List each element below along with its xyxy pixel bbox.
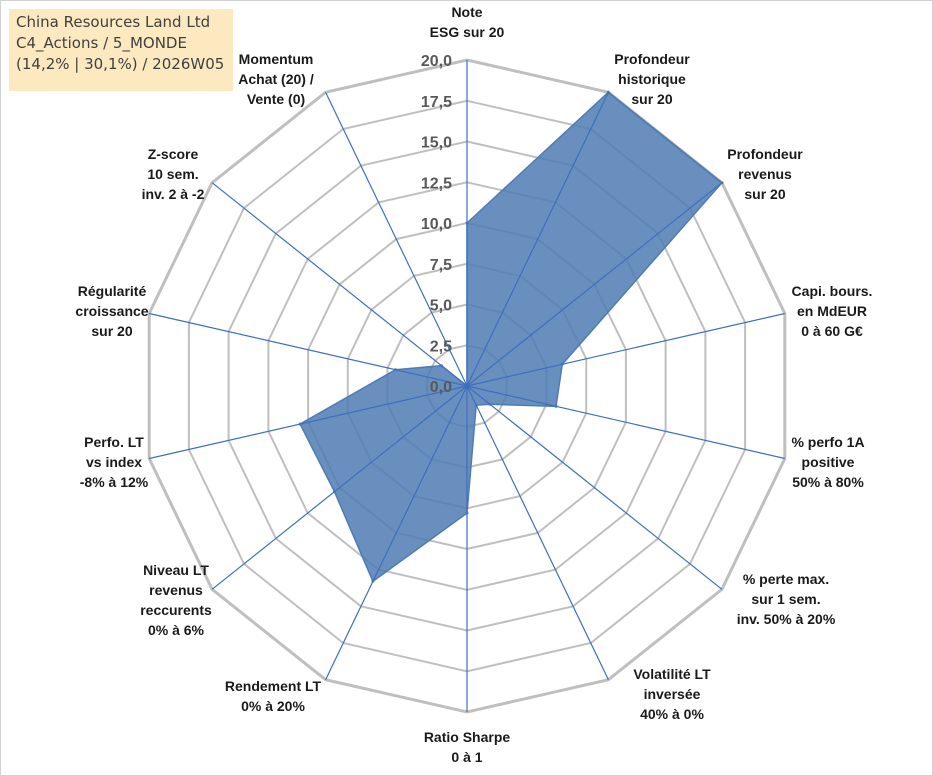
portfolio-path: C4_Actions / 5_MONDE	[16, 34, 187, 52]
tick-label: 17,5	[421, 94, 452, 111]
tick-label: 0,0	[430, 379, 452, 396]
tick-label: 15,0	[421, 135, 452, 152]
category-label: croissance	[75, 303, 148, 319]
chart-title-box: China Resources Land Ltd C4_Actions / 5_…	[9, 9, 233, 91]
tick-label: 5,0	[430, 298, 452, 315]
tick-label-layer: 0,0 2,5 5,0 7,5 10,0 12,5 15,0 17,5 20,0	[421, 53, 452, 396]
category-label: Perfo. LT	[84, 434, 144, 450]
category-label: 10 sem.	[147, 166, 198, 182]
axis-spoke	[466, 92, 609, 387]
category-label: en MdEUR	[797, 303, 867, 319]
category-label: inv. 2 à -2	[142, 186, 205, 202]
category-label: Capi. bours.	[792, 283, 873, 299]
category-label: Volatilité LT	[633, 666, 711, 682]
tick-label: 2,5	[430, 338, 452, 355]
category-label: sur 20	[744, 186, 785, 202]
category-label: Profondeur	[614, 51, 690, 67]
category-label: Profondeur	[727, 146, 803, 162]
category-label: 0 à 60 G€	[801, 323, 863, 339]
category-label: 0% à 6%	[148, 622, 205, 638]
performance-week: (14,2% | 30,1%) / 2026W05	[16, 55, 225, 73]
category-label: Régularité	[78, 283, 147, 299]
category-label: sur 1 sem.	[751, 591, 820, 607]
tick-label: 10,0	[421, 216, 452, 233]
tick-label: 20,0	[421, 53, 452, 70]
category-label: vs index	[86, 454, 142, 470]
axis-spoke	[466, 385, 785, 460]
category-label: revenus	[149, 582, 203, 598]
axis-spoke	[466, 385, 609, 680]
category-label: sur 20	[631, 91, 672, 107]
category-label-layer: Note ESG sur 20 Profondeur historique sur 20…	[75, 4, 872, 765]
tick-label: 7,5	[430, 257, 452, 274]
axis-spoke	[149, 385, 468, 460]
category-label: -8% à 12%	[80, 474, 149, 490]
category-label: Momentum	[239, 51, 314, 67]
category-label: Niveau LT	[143, 562, 209, 578]
category-label: % perte max.	[743, 571, 829, 587]
category-label: 40% à 0%	[640, 706, 704, 722]
category-label: Achat (20) /	[238, 71, 314, 87]
category-label: Z-score	[148, 146, 199, 162]
axis-spoke	[325, 385, 468, 680]
axis-spoke	[211, 182, 468, 387]
axis-spoke	[325, 92, 468, 387]
category-label: inversée	[644, 686, 701, 702]
axis-spoke	[466, 312, 785, 387]
category-label: 0 à 1	[451, 749, 482, 765]
category-label: Note	[451, 4, 482, 20]
category-label: ESG sur 20	[430, 24, 505, 40]
axis-spoke	[466, 385, 723, 590]
spoke-layer	[149, 60, 785, 712]
company-name: China Resources Land Ltd	[16, 13, 211, 31]
category-label: revenus	[738, 166, 792, 182]
category-label: Ratio Sharpe	[424, 729, 511, 745]
category-label: Vente (0)	[247, 91, 305, 107]
category-label: reccurents	[140, 602, 212, 618]
tick-label: 12,5	[421, 175, 452, 192]
category-label: 0% à 20%	[241, 698, 305, 714]
category-label: % perfo 1A	[791, 434, 864, 450]
axis-spoke	[149, 312, 468, 387]
category-label: positive	[802, 454, 855, 470]
category-label: sur 20	[91, 323, 132, 339]
category-label: inv. 50% à 20%	[737, 611, 836, 627]
category-label: 50% à 80%	[792, 474, 864, 490]
axis-spoke	[211, 385, 468, 590]
category-label: Rendement LT	[225, 678, 322, 694]
category-label: historique	[618, 71, 686, 87]
axis-spoke	[466, 182, 723, 387]
